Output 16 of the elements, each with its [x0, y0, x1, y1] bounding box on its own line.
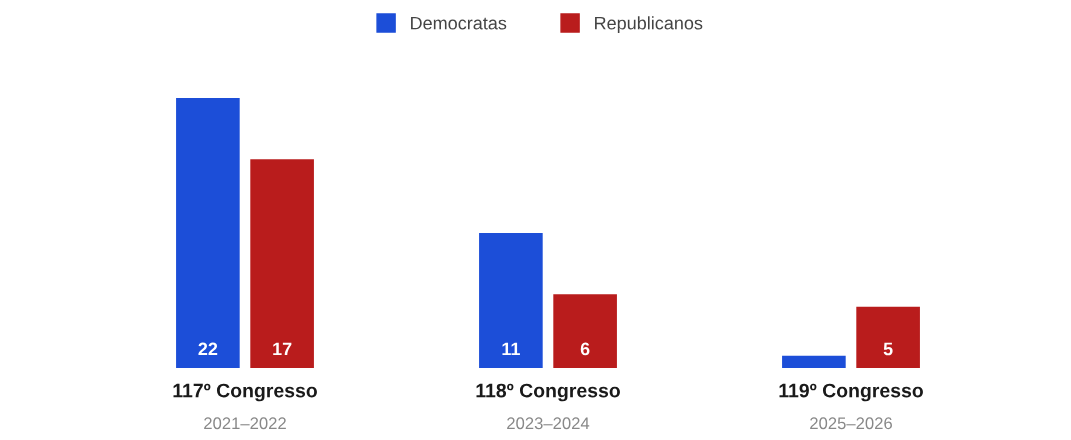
x-tick-label: 117º Congresso 2021–2022: [173, 383, 317, 430]
bar: [176, 98, 240, 368]
bar: [782, 355, 846, 368]
bar: [479, 233, 543, 368]
data-label: 5: [883, 342, 893, 356]
bar: [553, 294, 617, 368]
data-label: 22: [198, 342, 218, 356]
data-label: 6: [580, 342, 590, 356]
x-tick-label: 119º Congresso 2025–2026: [779, 383, 923, 430]
bar: [250, 159, 314, 368]
data-label: 17: [273, 342, 292, 356]
bar: [856, 306, 920, 368]
legend-label: Democratas: [411, 16, 507, 30]
data-label: 11: [502, 342, 520, 356]
x-tick-label: 118º Congresso 2023–2024: [476, 383, 620, 430]
legend-label: Republicanos: [595, 16, 703, 34]
